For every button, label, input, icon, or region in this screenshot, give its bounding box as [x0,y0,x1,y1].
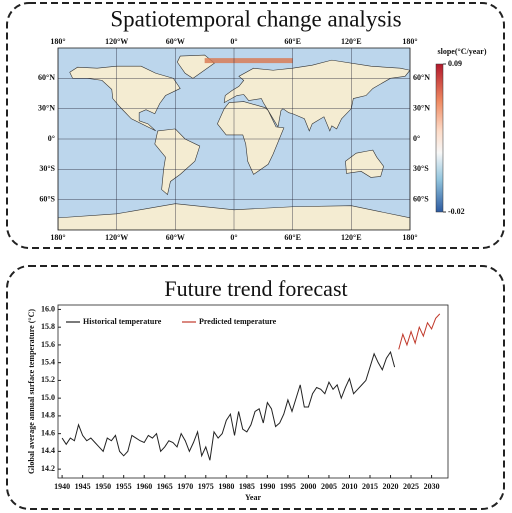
panel-frame [6,265,505,510]
panel-title: Spatiotemporal change analysis [110,6,401,31]
lat-label: 30°S [413,164,429,173]
line-chart: 14.2 14.4 14.6 14.8 15.0 15.2 15.4 15.6 15.8 16.0… [27,304,449,502]
lat-label: 30°N [38,103,55,112]
x-tick-label: 1940 [54,482,70,491]
lon-label: 120°W [105,233,128,242]
y-tick-label: 14.4 [41,446,55,455]
x-tick-label: 1955 [116,482,132,491]
x-tick-label: 2000 [300,482,316,491]
lat-label: 0° [48,134,55,143]
x-tick-label: 2020 [383,482,399,491]
x-tick-label: 1945 [75,482,91,491]
lon-label: 120°E [341,233,362,242]
lat-label: 60°N [38,73,55,82]
y-tick-label: 15.8 [41,322,55,331]
x-tick-label: 1970 [177,482,193,491]
series-line [398,313,441,350]
lat-label: 60°S [39,194,55,203]
lon-label: 180° [50,37,65,46]
lat-label: 30°S [39,164,55,173]
lon-label: 60°E [284,37,301,46]
landmass [345,149,384,178]
y-tick-label: 16.0 [41,304,55,313]
landmass [69,65,181,132]
colorbar-label: slope(°C/year) [438,47,487,56]
lon-label: 60°E [284,233,301,242]
y-axis-label: Global average annual surface temperatur… [27,309,36,474]
lon-label: 180° [50,233,65,242]
x-tick-label: 1950 [95,482,111,491]
x-tick-label: 2010 [341,482,357,491]
x-tick-label: 1975 [198,482,214,491]
lat-label: 60°N [413,73,430,82]
lon-label: 60°W [166,233,185,242]
legend-label: Historical temperature [83,317,162,326]
y-tick-label: 14.8 [41,411,55,420]
y-tick-label: 14.6 [41,428,55,437]
x-tick-label: 2015 [362,482,378,491]
series-line [61,350,396,461]
y-tick-label: 15.4 [41,357,55,366]
y-tick-label: 15.6 [41,340,55,349]
lon-label: 120°E [341,37,362,46]
plot-frame [57,304,449,479]
x-tick-label: 1980 [218,482,234,491]
lon-label: 180° [402,233,417,242]
x-tick-label: 1990 [259,482,275,491]
lat-label: 0° [413,134,420,143]
x-tick-label: 1960 [136,482,152,491]
colorbar [435,63,444,213]
panel-frame [6,2,505,249]
landmass [223,59,410,132]
arctic-warming [204,58,293,64]
y-tick-label: 15.2 [41,375,55,384]
panel-title: Future trend forecast [164,276,347,301]
lon-label: 180° [402,37,417,46]
lon-label: 0° [230,233,237,242]
x-tick-label: 2005 [321,482,337,491]
map-frame [57,47,411,231]
lon-label: 60°W [166,37,185,46]
lat-label: 30°N [413,103,430,112]
legend-label: Predicted temperature [199,317,277,326]
lon-label: 120°W [105,37,128,46]
x-tick-label: 2030 [424,482,440,491]
y-tick-label: 15.0 [41,393,55,402]
x-axis-label: Year [245,493,261,502]
y-tick-label: 14.2 [41,464,55,473]
colorbar-tick-label: 0.09 [448,59,462,68]
map: 180° 180° 120°W 120°W 60°W 60°W 0° 0° 60°E 60°E 12… [38,37,487,242]
lat-label: 60°S [413,194,429,203]
x-tick-label: 2025 [403,482,419,491]
x-tick-label: 1995 [280,482,296,491]
lon-label: 0° [230,37,237,46]
colorbar-tick-label: -0.02 [448,207,465,216]
x-tick-label: 1965 [157,482,173,491]
x-tick-label: 1985 [239,482,255,491]
